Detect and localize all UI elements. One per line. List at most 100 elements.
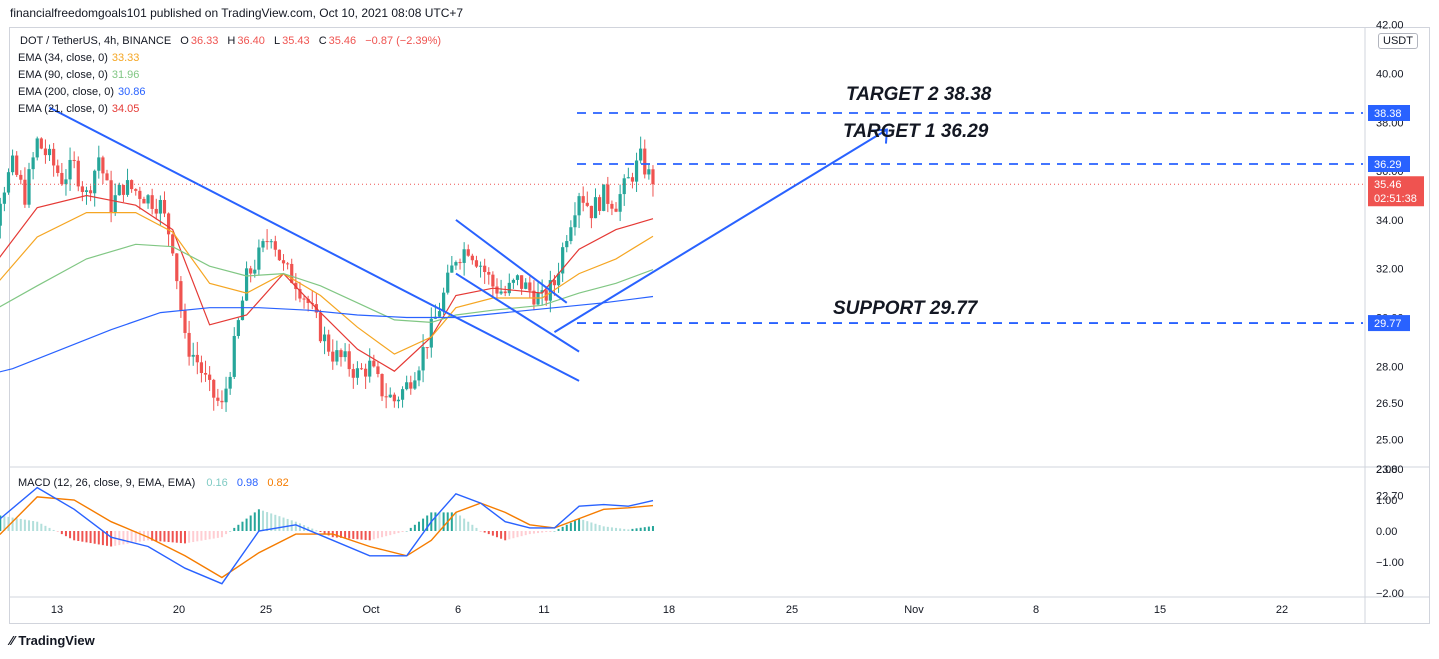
candle-down — [364, 368, 368, 377]
candle-up — [93, 170, 97, 194]
candle-up — [421, 347, 425, 371]
symbol-label[interactable]: DOT / TetherUS, 4h, BINANCE — [20, 35, 172, 47]
ema200-value: 30.86 — [118, 86, 146, 98]
ema34-label: EMA (34, close, 0) — [18, 52, 108, 64]
candle-up — [524, 282, 528, 289]
low-label: L — [273, 35, 281, 47]
candle-down — [392, 394, 396, 402]
support-badge-bg — [1368, 315, 1410, 332]
macd-signal-line — [0, 496, 654, 579]
target1-badge: 36.29 — [1374, 159, 1402, 171]
candle-up — [639, 148, 643, 161]
macd-histogram-bar — [582, 519, 585, 531]
support-text[interactable]: SUPPORT 29.77 — [833, 298, 979, 319]
candle-up — [253, 269, 257, 274]
price-tick-label: 23.80 — [1376, 464, 1404, 476]
target1-badge-bg — [1368, 155, 1410, 172]
ema34-legend[interactable]: EMA (34, close, 0) 33.33 — [18, 52, 139, 64]
candle-down — [552, 280, 557, 286]
candle-up — [224, 388, 228, 403]
descending-trendline[interactable] — [49, 106, 580, 382]
candle-down — [630, 177, 635, 182]
currency-button[interactable]: USDT — [1378, 33, 1418, 49]
ema200-line — [0, 295, 654, 373]
macd-line — [0, 486, 654, 585]
candle-up — [35, 138, 39, 158]
candle-down — [265, 241, 269, 243]
macd-histogram-bar — [253, 512, 256, 531]
macd-histogram-bar — [208, 531, 211, 540]
macd-histogram-bar — [52, 529, 55, 531]
time-tick-label: 25 — [786, 604, 798, 616]
flag-lower-line[interactable] — [455, 272, 580, 353]
macd-signal-value: 0.82 — [267, 477, 289, 489]
candle-down — [384, 396, 388, 398]
candle-down — [491, 274, 495, 287]
candle-down — [80, 186, 84, 192]
flag-upper-line[interactable] — [455, 219, 568, 304]
candle-up — [413, 380, 417, 389]
macd-line-value: 0.98 — [236, 477, 259, 489]
target2-text[interactable]: TARGET 2 38.38 — [846, 84, 992, 105]
macd-histogram-bar — [483, 531, 486, 533]
target1-text[interactable]: TARGET 1 36.29 — [843, 121, 989, 142]
projection-arrow[interactable] — [553, 128, 888, 333]
macd-hist-value: 0.16 — [206, 477, 228, 489]
candle-down — [651, 169, 655, 185]
candle-down — [216, 397, 220, 401]
macd-legend[interactable]: MACD (12, 26, close, 9, EMA, EMA) 0.16 0… — [18, 477, 289, 489]
candle-up — [540, 290, 544, 293]
candle-down — [474, 260, 479, 267]
candle-up — [478, 265, 483, 267]
macd-histogram-bar — [426, 515, 429, 531]
change-value: −0.87 (−2.39%) — [365, 35, 442, 47]
macd-histogram-bar — [126, 531, 129, 544]
macd-histogram-bar — [631, 528, 634, 531]
candle-down — [88, 190, 93, 194]
macd-histogram-bar — [348, 531, 351, 539]
macd-histogram-bar — [327, 531, 330, 536]
macd-histogram-bar — [274, 514, 277, 531]
ema21-legend[interactable]: EMA (21, close, 0) 34.05 — [18, 103, 139, 115]
ema21-label: EMA (21, close, 0) — [18, 103, 108, 115]
tradingview-footer[interactable]: ⁄⁄ TradingView — [10, 633, 95, 648]
candle-up — [335, 350, 339, 362]
candle-up — [462, 249, 466, 263]
macd-histogram-bar — [356, 531, 359, 540]
candle-down — [585, 202, 589, 206]
candle-down — [306, 298, 310, 304]
target2-badge: 38.38 — [1374, 108, 1402, 120]
candle-up — [388, 394, 392, 398]
candle-down — [598, 197, 602, 211]
macd-histogram-bar — [229, 531, 232, 532]
candle-up — [244, 268, 249, 301]
macd-histogram-bar — [48, 527, 51, 531]
macd-histogram-bar — [524, 531, 527, 536]
price-tick-label: 28.00 — [1376, 361, 1404, 373]
candle-down — [298, 289, 302, 299]
ema90-legend[interactable]: EMA (90, close, 0) 31.96 — [18, 69, 139, 81]
candle-up — [236, 320, 240, 336]
candle-up — [125, 180, 130, 195]
candle-up — [511, 279, 515, 283]
candles-group — [0, 136, 655, 412]
ema200-legend[interactable]: EMA (200, close, 0) 30.86 — [18, 86, 146, 98]
candle-up — [622, 178, 626, 195]
macd-histogram-bar — [73, 531, 76, 541]
macd-histogram-bar — [532, 531, 535, 534]
last-price-badge-bg — [1368, 176, 1424, 207]
macd-histogram-bar — [0, 515, 2, 531]
ohlc-legend: DOT / TetherUS, 4h, BINANCE O 36.33 H 36.4… — [18, 35, 441, 47]
candle-up — [117, 184, 121, 196]
macd-histogram-bar — [434, 512, 437, 531]
macd-histogram-bar — [500, 531, 503, 539]
low-value: 35.43 — [282, 35, 310, 47]
candle-down — [327, 334, 331, 352]
macd-histogram-bar — [553, 531, 556, 532]
macd-histogram-bar — [237, 524, 240, 531]
time-tick-label: Oct — [362, 604, 379, 616]
macd-histogram-bar — [602, 526, 605, 531]
macd-histogram-bar — [565, 524, 568, 531]
candle-down — [273, 241, 277, 250]
